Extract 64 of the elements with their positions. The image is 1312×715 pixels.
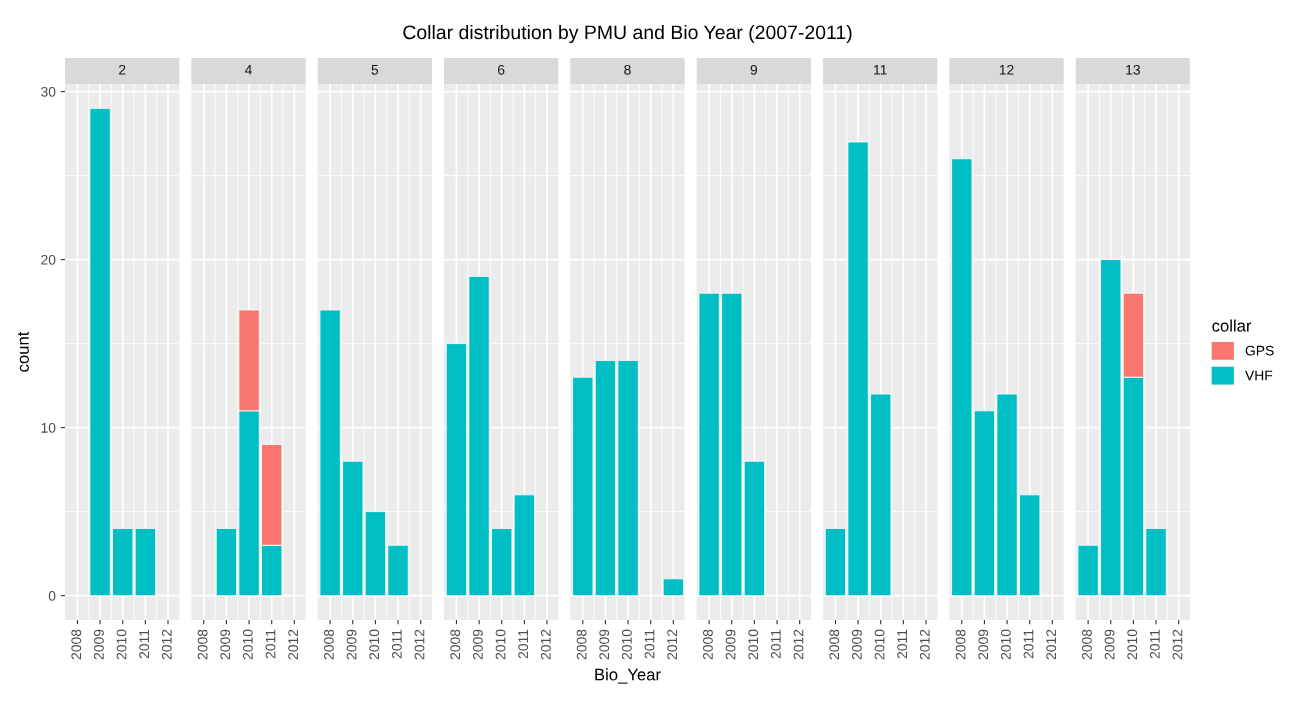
x-tick-label: 2009 xyxy=(599,629,610,660)
y-tick-label: 0 xyxy=(48,590,56,601)
x-tick-label: 2008 xyxy=(576,629,587,660)
x-tick-label: 2008 xyxy=(703,629,713,660)
chart-subtitle: 5 xyxy=(371,65,379,75)
x-tick-label: 2009 xyxy=(851,629,862,660)
x-tick-label: 2009 xyxy=(472,629,483,660)
x-tick-label: 2009 xyxy=(220,629,231,660)
x-tick-label: 2012 xyxy=(161,629,172,660)
x-tick-label: 2011 xyxy=(644,629,655,659)
x-tick-label: 2012 xyxy=(1172,629,1183,660)
x-tick-label: 2008 xyxy=(450,629,461,660)
x-tick-label: 2008 xyxy=(197,629,208,660)
x-tick-label: 2010 xyxy=(116,629,127,660)
chart-subtitle: 4 xyxy=(244,65,252,75)
chart-subtitle: 12 xyxy=(999,64,1014,75)
chart-subtitle: 11 xyxy=(874,65,887,75)
x-tick-label: 2011 xyxy=(897,629,908,659)
y-tick-label: 30 xyxy=(41,86,56,97)
legend-label: VHF xyxy=(1245,370,1273,381)
x-tick-label: 2012 xyxy=(1046,629,1057,660)
chart-subtitle: 13 xyxy=(1126,64,1140,75)
x-tick-label: 2012 xyxy=(919,629,930,660)
chart-subtitle: 9 xyxy=(750,64,758,75)
x-tick-label: 2010 xyxy=(1127,629,1138,660)
x-tick-label: 2010 xyxy=(369,629,380,660)
x-tick-label: 2012 xyxy=(793,629,804,660)
x-tick-label: 2011 xyxy=(391,629,402,659)
x-tick-label: 2008 xyxy=(324,629,334,660)
x-tick-label: 2012 xyxy=(667,629,678,660)
x-tick-label: 2010 xyxy=(242,629,253,660)
legend-label: GPS xyxy=(1245,345,1274,356)
x-tick-label: 2009 xyxy=(725,629,736,660)
x-tick-label: 2010 xyxy=(495,629,506,660)
x-tick-label: 2009 xyxy=(346,629,357,660)
y-axis-title: count xyxy=(17,331,29,372)
x-tick-label: 2011 xyxy=(265,629,276,659)
y-tick-label: 10 xyxy=(41,422,56,433)
x-tick-label: 2009 xyxy=(1104,629,1115,660)
x-tick-label: 2011 xyxy=(770,629,781,659)
x-tick-label: 2012 xyxy=(288,629,299,660)
legend-title: collar xyxy=(1212,319,1252,332)
y-tick-label: 20 xyxy=(41,254,56,265)
x-tick-label: 2009 xyxy=(978,629,989,660)
chart-subtitle: 6 xyxy=(498,64,505,75)
x-tick-label: 2008 xyxy=(829,629,840,660)
chart-subtitle: 8 xyxy=(624,64,631,75)
chart-title: Collar distribution by PMU and Bio Year (2007-2011) xyxy=(403,24,852,44)
x-tick-label: 2011 xyxy=(139,629,150,659)
x-tick-label: 2008 xyxy=(955,629,966,660)
x-tick-label: 2010 xyxy=(748,629,759,660)
x-tick-label: 2010 xyxy=(1000,629,1011,660)
x-tick-label: 2009 xyxy=(93,629,104,660)
x-tick-label: 2010 xyxy=(874,629,885,660)
x-tick-label: 2011 xyxy=(518,629,529,659)
x-tick-label: 2008 xyxy=(1082,629,1092,660)
chart-subtitle: 2 xyxy=(119,64,126,75)
x-axis-title: Bio_Year xyxy=(595,668,661,684)
x-tick-label: 2012 xyxy=(414,629,425,660)
x-tick-label: 2011 xyxy=(1149,629,1160,659)
x-tick-label: 2008 xyxy=(71,629,82,660)
x-tick-label: 2012 xyxy=(540,629,551,660)
x-tick-label: 2010 xyxy=(621,629,632,660)
x-tick-label: 2011 xyxy=(1023,629,1034,659)
